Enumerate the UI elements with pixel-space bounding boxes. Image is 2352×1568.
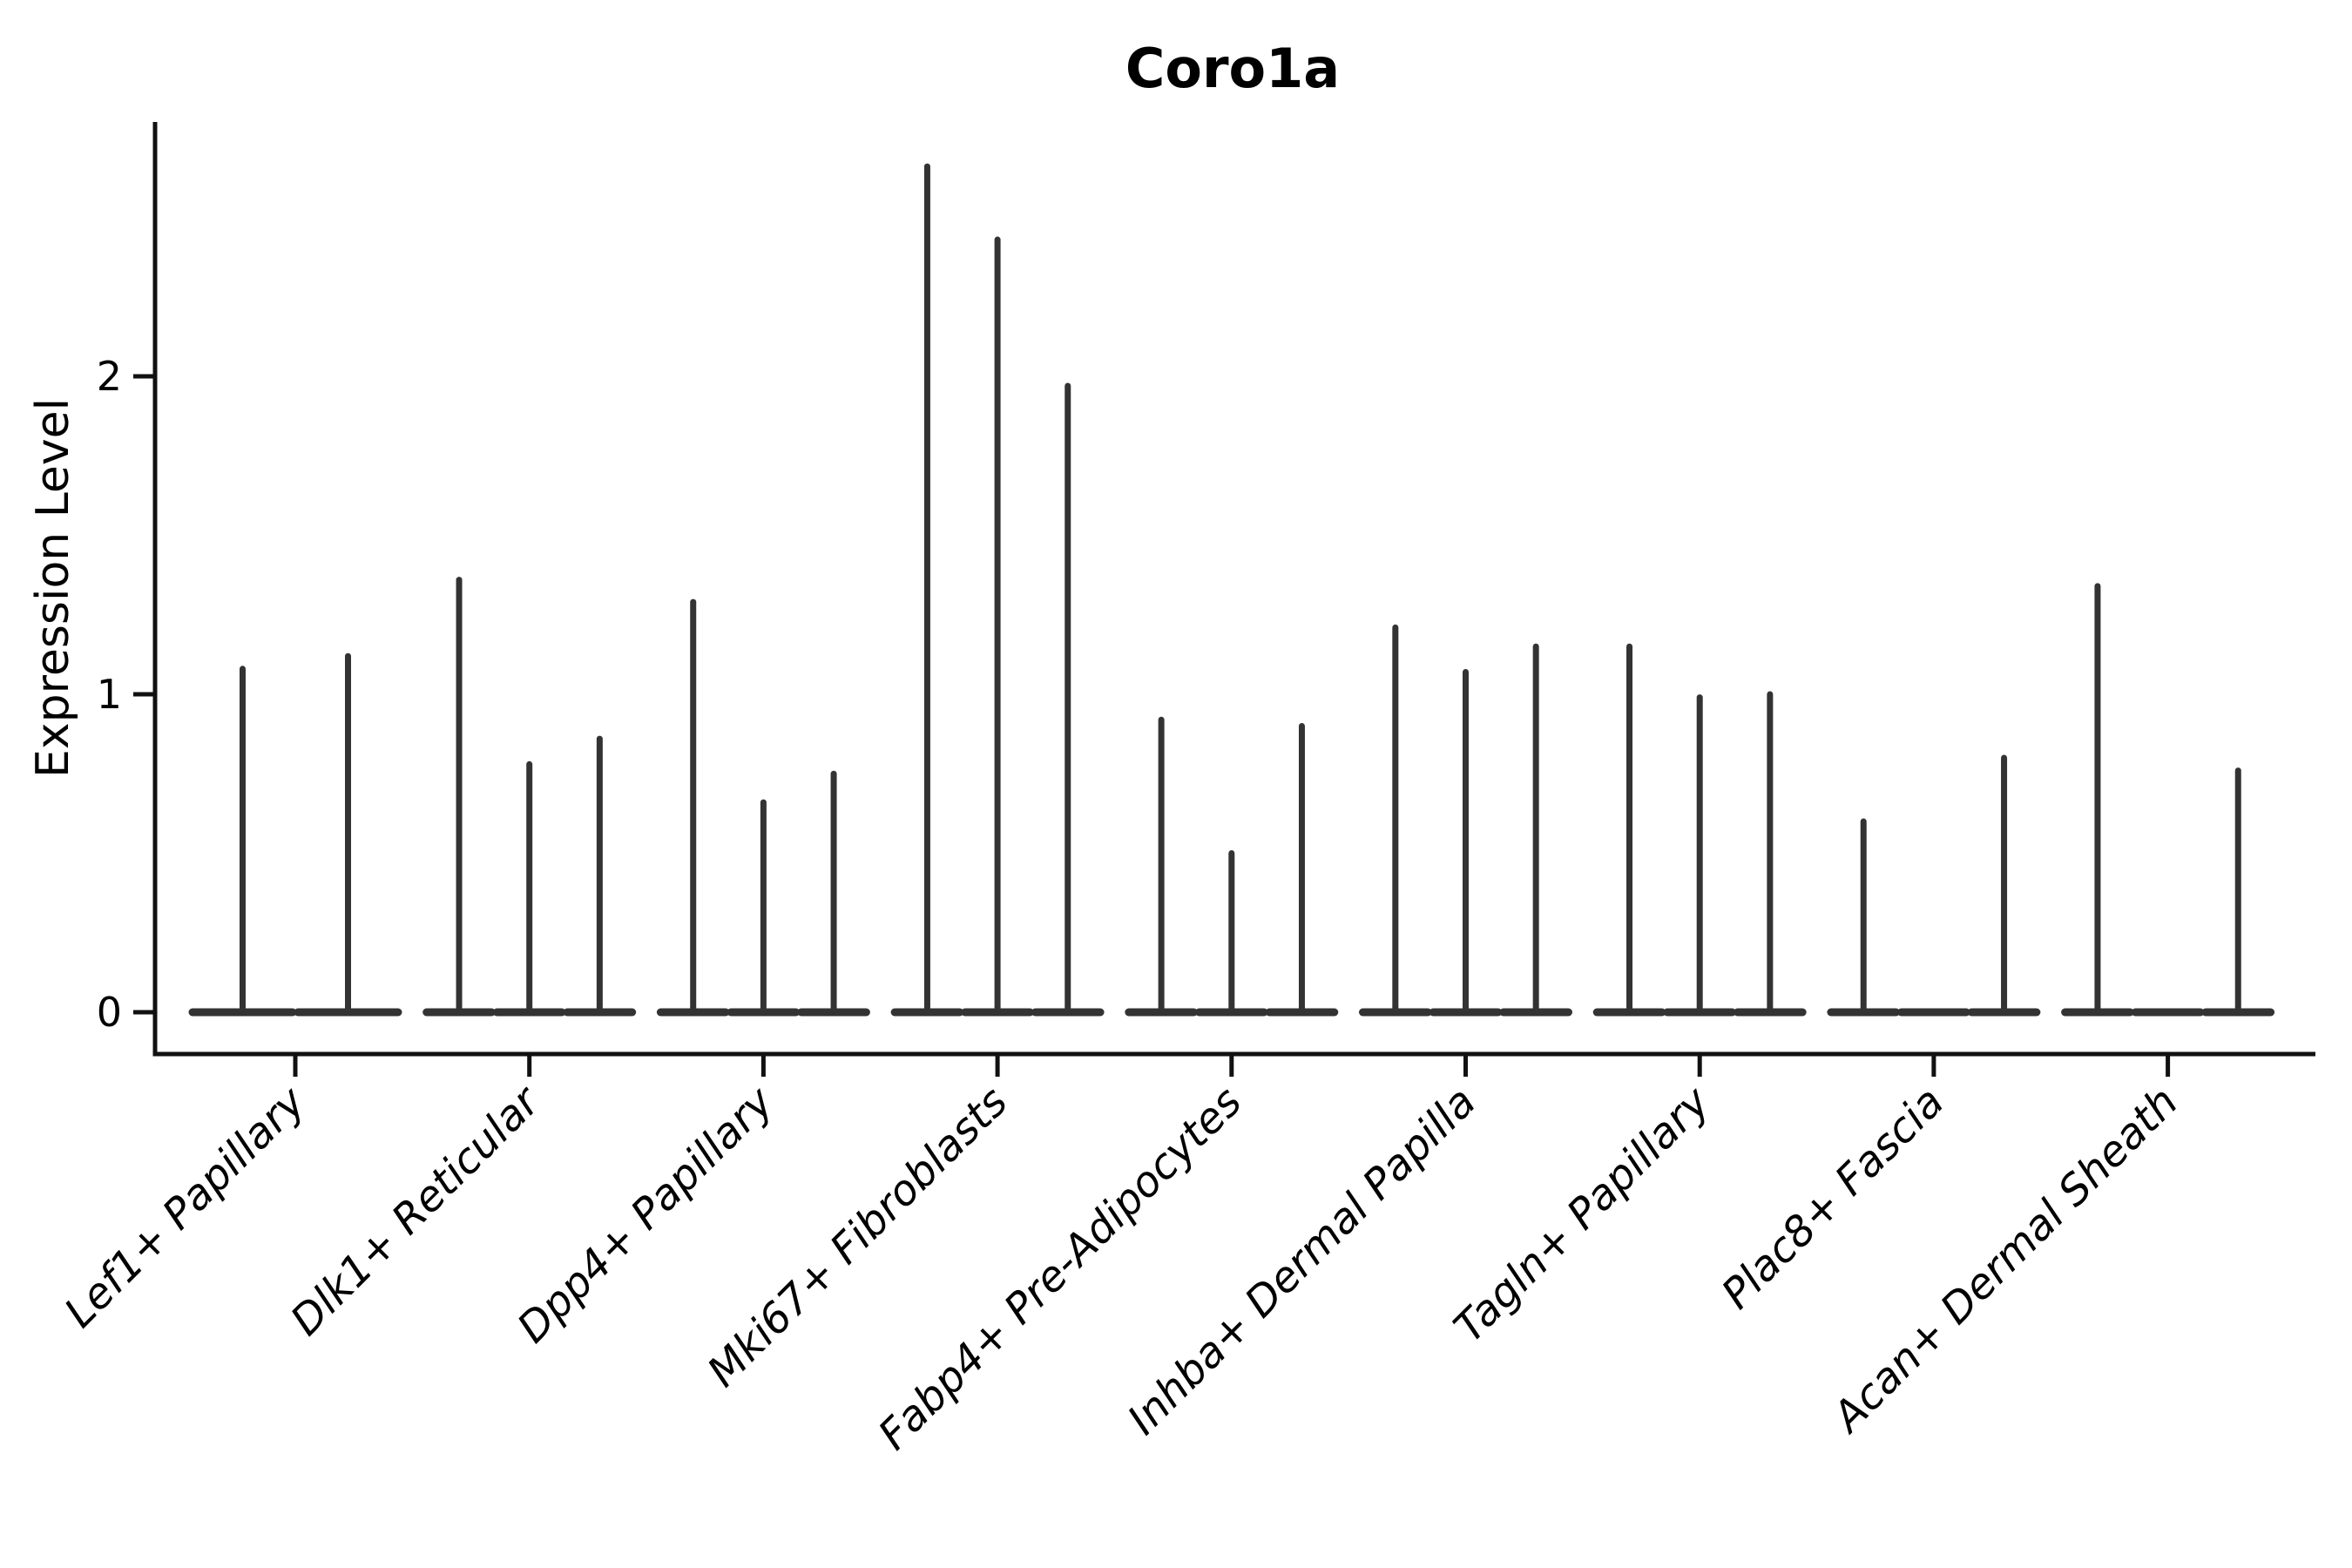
x-axis-label: Lef1+ Papillary bbox=[55, 1077, 315, 1337]
x-axis-label: Plac8+ Fascia bbox=[1713, 1078, 1954, 1319]
x-axis-label: Tagln+ Papillary bbox=[1444, 1077, 1720, 1352]
x-axis-label: Dpp4+ Papillary bbox=[508, 1077, 783, 1352]
y-tick-label: 0 bbox=[97, 989, 122, 1036]
x-axis-label: Dlk1+ Reticular bbox=[281, 1076, 551, 1346]
chart-title: Coro1a bbox=[1125, 37, 1340, 100]
y-axis-title: Expression Level bbox=[27, 398, 79, 778]
y-tick-label: 2 bbox=[97, 353, 122, 400]
y-tick-label: 1 bbox=[97, 671, 122, 718]
